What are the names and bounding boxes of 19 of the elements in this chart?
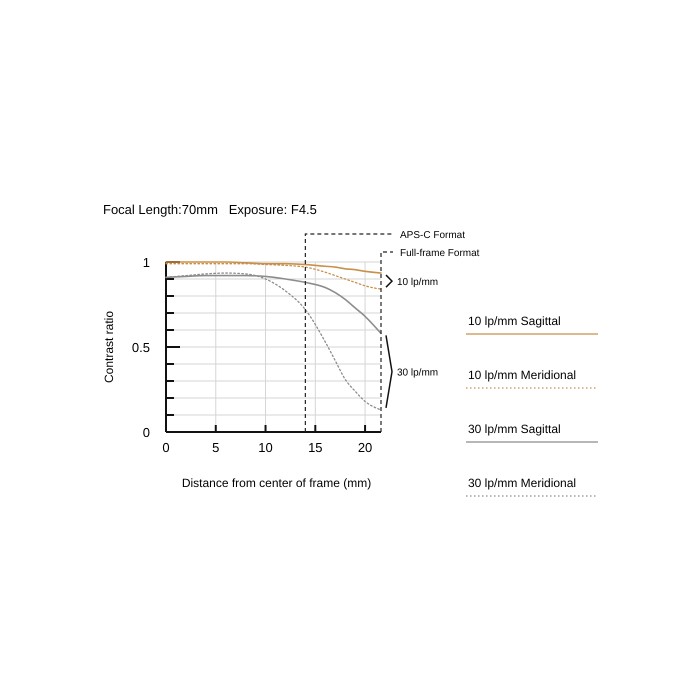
text: 10 lp/mm Sagittal [468,314,561,328]
y-tick-label: 0.5 [132,340,150,355]
text: 30 lp/mm Meridional [468,476,576,490]
text: 10 lp/mm Meridional [468,368,576,382]
text: 30 lp/mm [397,368,438,379]
y-axis-title: Contrast ratio [102,310,116,384]
x-tick-label: 15 [308,440,323,455]
y-tick-label: 1 [142,255,150,270]
x-tick-label: 5 [212,440,220,455]
x-tick-label: 20 [358,440,372,455]
ref-line-label: Full-frame Format [400,248,480,259]
x-axis-title: Distance from center of frame (mm) [182,476,372,490]
chart-title: Focal Length:70mm Exposure: F4.5 [103,202,317,217]
x-tick-label: 10 [258,440,273,455]
ref-line-label: APS-C Format [400,230,466,241]
text: 10 lp/mm [397,277,438,288]
x-tick-label: 0 [162,440,170,455]
text: 30 lp/mm Sagittal [468,422,561,436]
y-tick-label: 0 [142,425,150,440]
